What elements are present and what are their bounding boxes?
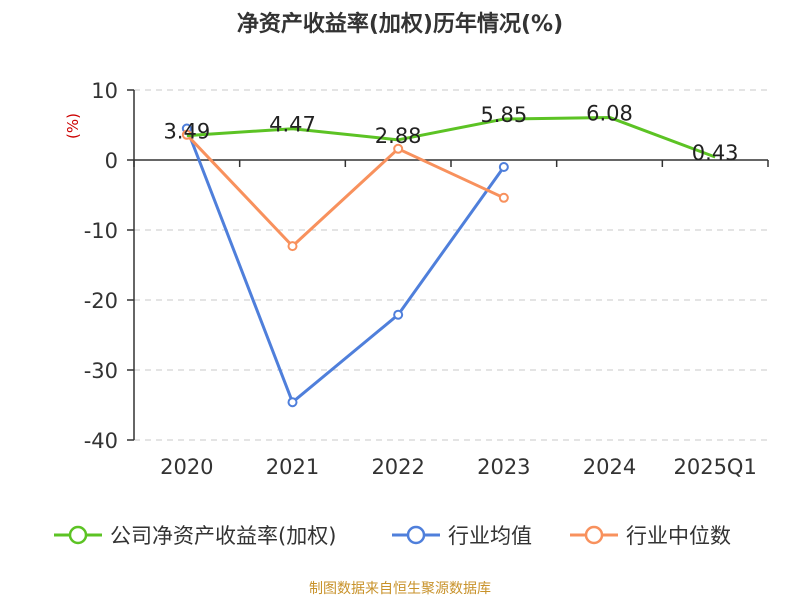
y-tick-label: -20 [84, 289, 118, 313]
legend-marker-orange-icon [570, 525, 618, 545]
legend-label-industry-median: 行业中位数 [626, 524, 731, 548]
data-label: 6.08 [586, 101, 633, 125]
data-labels: 3.49 4.47 2.88 5.85 6.08 0.43 [163, 101, 738, 165]
x-tick-label: 2025Q1 [673, 455, 756, 479]
series-lines [181, 115, 716, 408]
y-tick-label: 0 [105, 149, 118, 173]
legend-item-industry-mean[interactable]: 行业均值 [392, 522, 532, 548]
data-label: 0.43 [692, 141, 739, 165]
x-tick-label: 2023 [477, 455, 530, 479]
chart-title: 净资产收益率(加权)历年情况(%) [236, 12, 564, 37]
y-tick-label: -30 [84, 359, 118, 383]
data-point[interactable] [393, 309, 404, 320]
legend-marker-green-icon [54, 525, 102, 545]
series-line [185, 127, 506, 404]
legend-label-industry-mean: 行业均值 [448, 524, 532, 548]
y-axis-unit-label: (%) [64, 113, 82, 139]
legend-label-company-roe: 公司净资产收益率(加权) [110, 524, 337, 548]
data-label: 2.88 [375, 124, 422, 148]
data-label: 3.49 [163, 120, 210, 144]
series-line [185, 133, 505, 248]
data-point[interactable] [498, 162, 509, 172]
axes: 10 0 -10 -20 -30 -40 2020 2021 2022 2023 2024 2025Q… [84, 79, 769, 479]
y-tick-label: 10 [91, 79, 118, 103]
legend-item-industry-median[interactable]: 行业中位数 [570, 522, 731, 548]
legend-marker-blue-icon [392, 525, 440, 545]
data-point[interactable] [287, 397, 298, 408]
x-tick-label: 2024 [583, 455, 636, 479]
source-note: 制图数据来自恒生聚源数据库 [309, 581, 491, 597]
y-tick-label: -40 [84, 429, 118, 453]
series-line [186, 115, 716, 159]
legend-item-company-roe[interactable]: 公司净资产收益率(加权) [54, 522, 336, 548]
data-label: 5.85 [480, 103, 527, 127]
grid-lines [134, 89, 768, 441]
x-tick-label: 2021 [266, 455, 319, 479]
data-point[interactable] [393, 143, 404, 154]
data-point[interactable] [287, 241, 298, 252]
y-tick-label: -10 [84, 219, 118, 243]
x-tick-label: 2020 [160, 455, 213, 479]
x-tick-label: 2022 [371, 455, 424, 479]
data-point[interactable] [498, 192, 509, 203]
data-label: 4.47 [269, 113, 316, 137]
